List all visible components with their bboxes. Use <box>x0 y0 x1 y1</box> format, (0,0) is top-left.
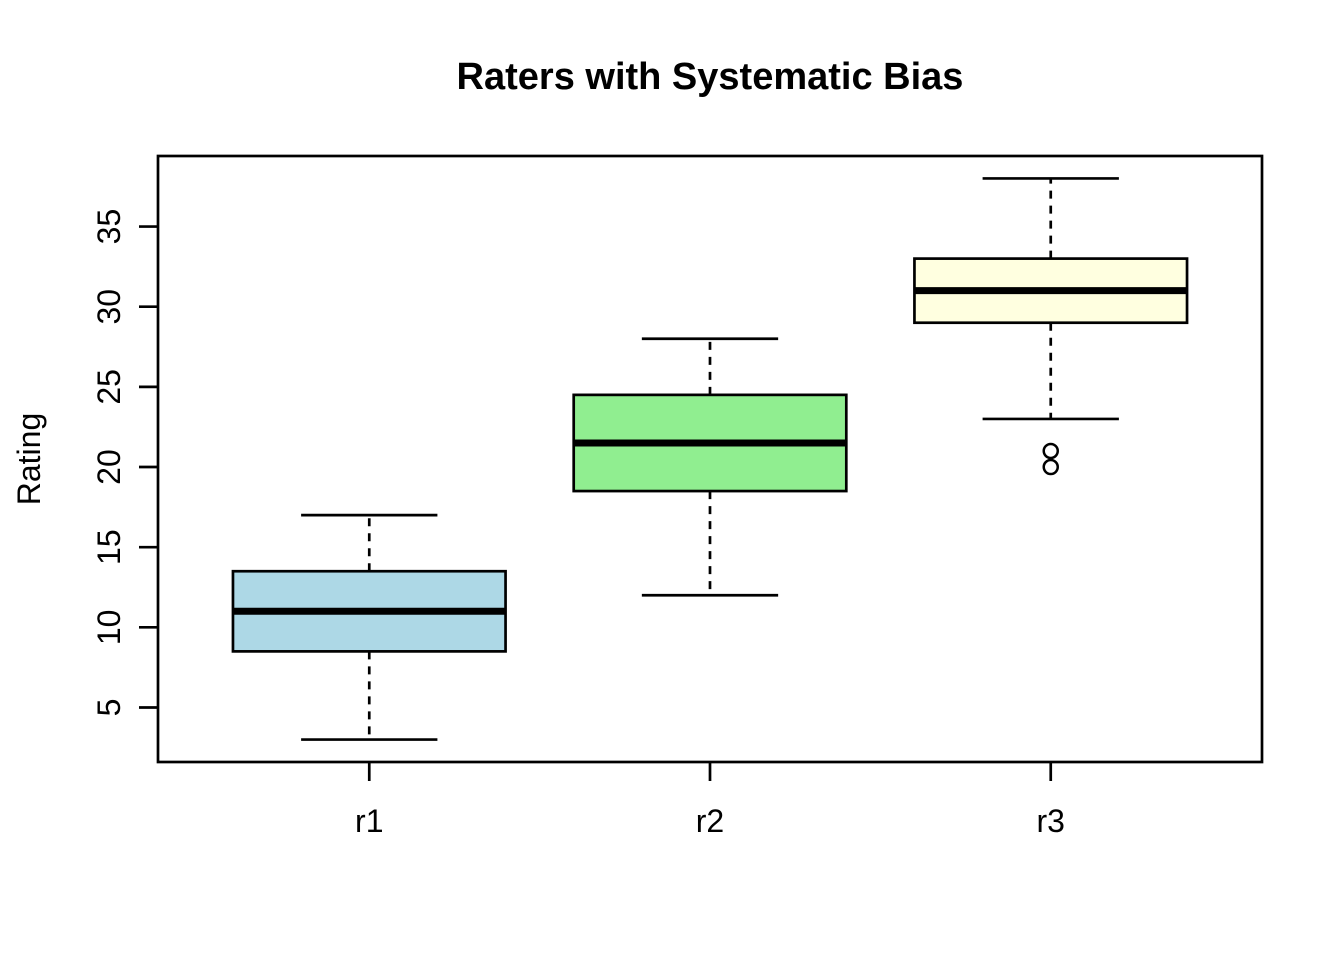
y-tick-label: 15 <box>91 529 127 565</box>
y-tick-label: 35 <box>91 209 127 245</box>
boxplot-r2 <box>572 337 848 597</box>
x-tick-label: r2 <box>696 803 724 839</box>
outlier-point <box>1042 442 1059 460</box>
outlier-point <box>1042 458 1059 476</box>
y-tick-label: 20 <box>91 449 127 485</box>
x-tick-label: r1 <box>355 803 383 839</box>
boxplot-r3 <box>913 177 1189 476</box>
boxplot-r1 <box>231 513 507 741</box>
y-tick-label: 30 <box>91 289 127 325</box>
y-tick-label: 5 <box>91 699 127 717</box>
y-tick-label: 10 <box>91 610 127 646</box>
y-tick-label: 25 <box>91 369 127 405</box>
chart-title: Raters with Systematic Bias <box>457 56 964 98</box>
plot-area: 5 10 15 20 25 30 35 r1 r2 r3 <box>91 154 1264 839</box>
x-tick-label: r3 <box>1037 803 1065 839</box>
y-axis-title: Rating <box>11 413 47 506</box>
